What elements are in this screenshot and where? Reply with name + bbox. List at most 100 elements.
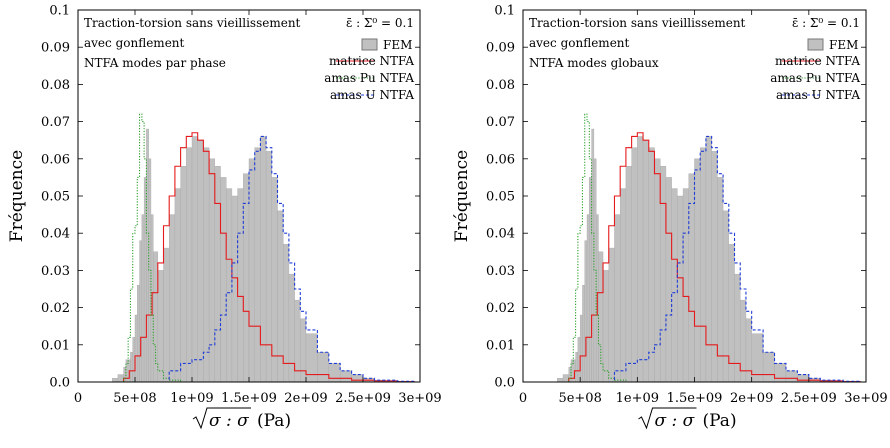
fem-bar: [614, 215, 620, 382]
fem-bar: [582, 285, 584, 382]
x-tick-label: 5e+08: [558, 391, 601, 406]
fem-bar: [557, 378, 563, 382]
annotation-strain: ε̄ : Σ⁰ = 0.1: [346, 16, 414, 30]
fem-bar: [689, 174, 695, 382]
fem-bar: [137, 285, 139, 382]
fem-bar: [717, 177, 723, 382]
fem-bar: [158, 270, 164, 382]
fem-bar: [226, 189, 232, 382]
fem-bar: [598, 252, 603, 382]
fem-bar: [112, 378, 118, 382]
fem-bar: [712, 151, 718, 382]
fem-bar: [118, 375, 124, 382]
fem-bar: [735, 274, 741, 382]
fem-bar: [249, 159, 255, 382]
x-tick-label: 1e+09: [616, 391, 659, 406]
fem-bar: [786, 371, 797, 382]
fem-bar: [746, 319, 752, 382]
fem-bar: [169, 215, 175, 382]
fem-bar: [580, 315, 582, 382]
fem-bar: [175, 189, 181, 382]
x-axis-label-unit: (Pa): [257, 411, 291, 431]
fem-bar: [649, 148, 655, 382]
fem-bar: [130, 352, 132, 382]
fem-bar: [164, 248, 170, 382]
fem-bar: [666, 177, 672, 382]
x-tick-label: 1e+09: [170, 391, 213, 406]
fem-bar: [209, 159, 215, 382]
fem-bar: [677, 196, 683, 382]
fem-bar: [153, 252, 158, 382]
fem-bar: [317, 352, 328, 382]
x-tick-label: 0: [519, 391, 527, 406]
fem-bar: [255, 148, 261, 382]
fem-bar: [660, 166, 666, 382]
legend-label: FEM: [829, 38, 858, 52]
fem-bar: [329, 363, 340, 382]
right-panel: 0.00.010.020.030.040.050.060.070.080.090…: [452, 4, 888, 432]
y-axis-label: Fréquence: [7, 150, 27, 242]
fem-bar: [740, 300, 746, 382]
x-tick-label: 2.5e+09: [335, 391, 391, 406]
x-axis-label-root: σ : σ: [655, 411, 695, 431]
y-tick-label: 0.06: [41, 152, 70, 167]
annotation-line: NTFA modes globaux: [529, 56, 659, 70]
fem-bar: [763, 352, 774, 382]
legend-label: amas Pu NTFA: [770, 71, 860, 85]
fem-bar: [672, 189, 678, 382]
fem-bar: [300, 319, 306, 382]
annotation-strain: ε̄ : Σ⁰ = 0.1: [792, 16, 860, 30]
legend-swatch-fem: [808, 39, 823, 50]
legend-label: amas U NTFA: [330, 88, 414, 102]
fem-bar: [603, 270, 609, 382]
fem-bar: [683, 189, 689, 382]
x-tick-label: 1.5e+09: [667, 391, 723, 406]
y-tick-label: 0.1: [494, 4, 515, 19]
x-axis-label-root: σ : σ: [209, 411, 249, 431]
y-tick-label: 0.09: [41, 41, 70, 56]
fem-bar: [340, 371, 351, 382]
legend-label: amas Pu NTFA: [324, 71, 414, 85]
fem-bar: [632, 148, 638, 382]
plot-area: [101, 114, 415, 382]
x-tick-label: 1.5e+09: [221, 391, 277, 406]
y-tick-label: 0.1: [49, 4, 70, 19]
fem-bar: [563, 375, 569, 382]
fem-bar: [203, 148, 209, 382]
x-tick-label: 2e+09: [730, 391, 773, 406]
fem-bar: [695, 159, 701, 382]
y-tick-label: 0.06: [486, 152, 515, 167]
y-tick-label: 0.03: [486, 264, 515, 279]
legend-label: matrice NTFA: [329, 54, 414, 68]
x-tick-label: 2.5e+09: [781, 391, 837, 406]
fem-bar: [215, 166, 221, 382]
fem-bar: [797, 375, 808, 382]
x-tick-label: 0: [74, 391, 82, 406]
y-tick-label: 0.0: [494, 376, 515, 391]
fem-bar: [289, 274, 295, 382]
x-tick-label: 5e+08: [113, 391, 156, 406]
fem-bar: [266, 151, 272, 382]
fem-bar: [700, 148, 706, 382]
x-tick-label: 3e+09: [398, 391, 441, 406]
fem-bar: [585, 241, 587, 382]
y-axis-label: Fréquence: [452, 150, 472, 242]
left-panel: 0.00.010.020.030.040.050.060.070.080.090…: [7, 4, 442, 432]
legend-label: amas U NTFA: [776, 88, 860, 102]
fem-bar: [637, 136, 643, 382]
fem-bar: [352, 375, 363, 382]
y-tick-label: 0.08: [41, 78, 70, 93]
y-tick-label: 0.04: [486, 227, 515, 242]
fem-bar: [186, 148, 192, 382]
x-tick-label: 3e+09: [844, 391, 887, 406]
fem-bar: [609, 248, 615, 382]
fem-bar: [643, 140, 649, 382]
annotation-line: NTFA modes par phase: [84, 56, 226, 70]
y-tick-label: 0.02: [41, 301, 70, 316]
y-tick-label: 0.01: [486, 338, 515, 353]
y-tick-label: 0.0: [49, 376, 70, 391]
legend-swatch-fem: [362, 39, 377, 50]
fem-bar: [654, 159, 660, 382]
